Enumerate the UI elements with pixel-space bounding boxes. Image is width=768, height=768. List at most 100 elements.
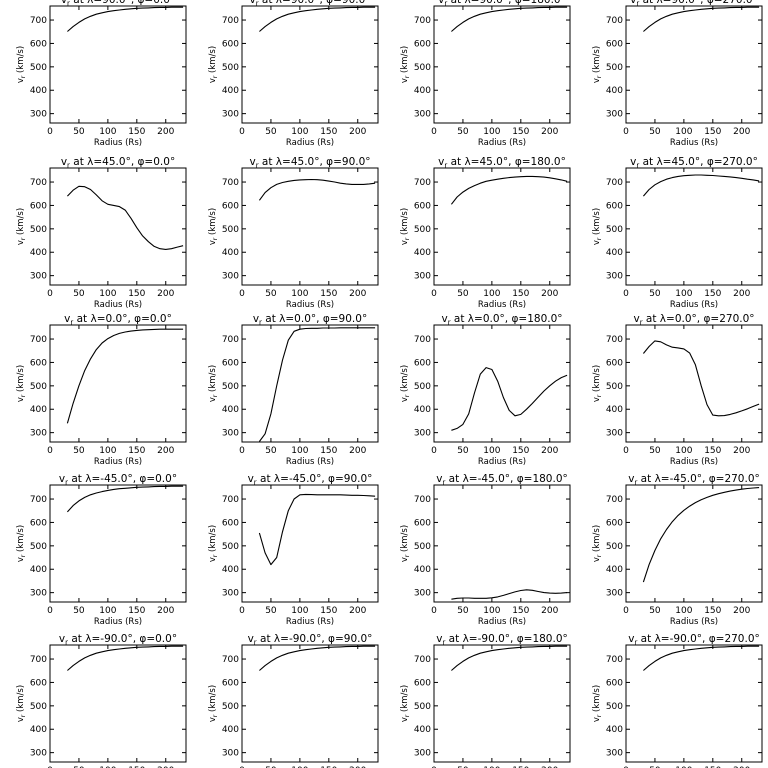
title-v: v [630, 0, 636, 6]
title-phi-value: 180.0 [532, 473, 562, 485]
panel-title: vr at λ=90.0°, φ=90.0° [249, 0, 370, 8]
y-label-v: v [16, 78, 26, 83]
x-tick-label: 200 [541, 766, 558, 768]
x-tick-label: 50 [649, 289, 661, 299]
title-lat-label: at λ= [68, 633, 100, 645]
title-v: v [248, 633, 254, 645]
x-tick-label: 100 [291, 766, 308, 768]
y-tick-label: 600 [30, 39, 47, 49]
title-separator: °, [505, 633, 517, 645]
panel-title: vr at λ=-45.0°, φ=270.0° [628, 473, 760, 487]
panel-title: vr at λ=45.0°, φ=270.0° [630, 156, 758, 170]
y-label-v: v [208, 240, 218, 245]
title-separator: °, [316, 473, 328, 485]
y-axis-label: vr (km/s) [16, 46, 27, 83]
plot-frame [49, 484, 187, 603]
y-tick-label: 500 [606, 542, 623, 552]
plot-frame [241, 5, 379, 124]
x-tick-label: 50 [265, 446, 277, 456]
y-tick-label: 300 [222, 110, 239, 120]
y-tick-label: 400 [222, 86, 239, 96]
title-lat-value: -90.0 [478, 633, 505, 645]
y-axis-label: vr (km/s) [16, 208, 27, 245]
y-label-sub: r [596, 554, 603, 557]
y-tick-label: 600 [222, 678, 239, 688]
x-axis-label: Radius (Rs) [94, 138, 142, 148]
x-tick-label: 100 [483, 289, 500, 299]
title-degree: ° [170, 156, 175, 168]
x-tick-label: 150 [128, 127, 145, 137]
y-label-sub: r [20, 394, 27, 397]
y-label-sub: r [212, 237, 219, 240]
y-tick-label: 700 [222, 335, 239, 345]
title-degree: ° [172, 473, 177, 485]
x-tick-label: 150 [320, 289, 337, 299]
series-line [451, 6, 568, 32]
title-phi-label: φ= [515, 156, 531, 168]
y-tick-label: 600 [222, 518, 239, 528]
title-phi-value: 270.0 [723, 0, 753, 6]
title-degree: ° [753, 0, 758, 6]
y-tick-label: 300 [222, 429, 239, 439]
panel-12: vr at λ=0.0°, φ=270.0°0 50 100 150 200300400… [592, 313, 763, 467]
x-tick-label: 200 [349, 446, 366, 456]
panel-19: vr at λ=-90.0°, φ=180.0°0501001502003004… [400, 633, 571, 768]
title-phi-value: 90.0 [342, 156, 365, 168]
title-lat-label: at λ= [447, 0, 479, 6]
panel-10: vr at λ=0.0°, φ=90.0°0 50 100 150 2003004005… [208, 313, 379, 467]
series-line [67, 6, 184, 32]
x-tick-label: 150 [512, 766, 529, 768]
title-v: v [61, 156, 67, 168]
y-tick-label: 700 [222, 655, 239, 665]
x-tick-label: 0 [239, 606, 245, 616]
panel-8: vr at λ=45.0°, φ=270.0°0 50 100 150 20030040… [592, 156, 763, 310]
y-tick-label: 400 [414, 565, 431, 575]
title-separator: °, [503, 0, 515, 6]
title-degree: ° [561, 156, 566, 168]
x-tick-label: 50 [457, 606, 469, 616]
x-tick-label: 100 [291, 289, 308, 299]
y-tick-label: 300 [414, 749, 431, 759]
y-label-v: v [16, 240, 26, 245]
title-v: v [249, 0, 255, 6]
title-v: v [438, 0, 444, 6]
title-lat-label: at λ= [639, 0, 671, 6]
y-label-sub: r [596, 75, 603, 78]
title-separator: °, [697, 473, 709, 485]
x-tick-label: 50 [457, 289, 469, 299]
panel-title: vr at λ=-90.0°, φ=180.0° [436, 633, 568, 647]
x-tick-label: 200 [733, 127, 750, 137]
y-label-unit: (km/s) [400, 525, 410, 555]
y-label-unit: (km/s) [16, 208, 26, 238]
panel-title: vr at λ=0.0°, φ=90.0° [253, 313, 367, 327]
title-separator: °, [692, 313, 704, 325]
x-tick-label: 100 [483, 606, 500, 616]
title-sub: r [65, 639, 68, 647]
title-v: v [59, 633, 65, 645]
x-tick-label: 0 [623, 446, 629, 456]
title-sub: r [67, 0, 70, 8]
y-tick-label: 400 [414, 725, 431, 735]
plot-frame [241, 324, 379, 443]
title-v: v [436, 633, 442, 645]
x-axis-label: Radius (Rs) [478, 617, 526, 627]
x-axis-label: Radius (Rs) [670, 457, 718, 467]
y-axis-label: vr (km/s) [16, 365, 27, 402]
plot-frame [625, 324, 763, 443]
y-label-sub: r [404, 237, 411, 240]
y-label-unit: (km/s) [592, 208, 602, 238]
title-phi-value: 90.0 [339, 313, 362, 325]
x-tick-label: 200 [349, 766, 366, 768]
y-tick-label: 300 [606, 110, 623, 120]
x-tick-label: 0 [47, 606, 53, 616]
x-tick-label: 50 [649, 446, 661, 456]
y-tick-label: 300 [222, 272, 239, 282]
title-sub: r [259, 319, 262, 327]
y-label-unit: (km/s) [16, 525, 26, 555]
series-line [643, 645, 760, 671]
x-tick-label: 0 [623, 127, 629, 137]
title-lat-value: 90.0 [671, 0, 694, 6]
y-tick-label: 300 [606, 429, 623, 439]
x-tick-label: 50 [265, 606, 277, 616]
x-tick-label: 200 [157, 766, 174, 768]
